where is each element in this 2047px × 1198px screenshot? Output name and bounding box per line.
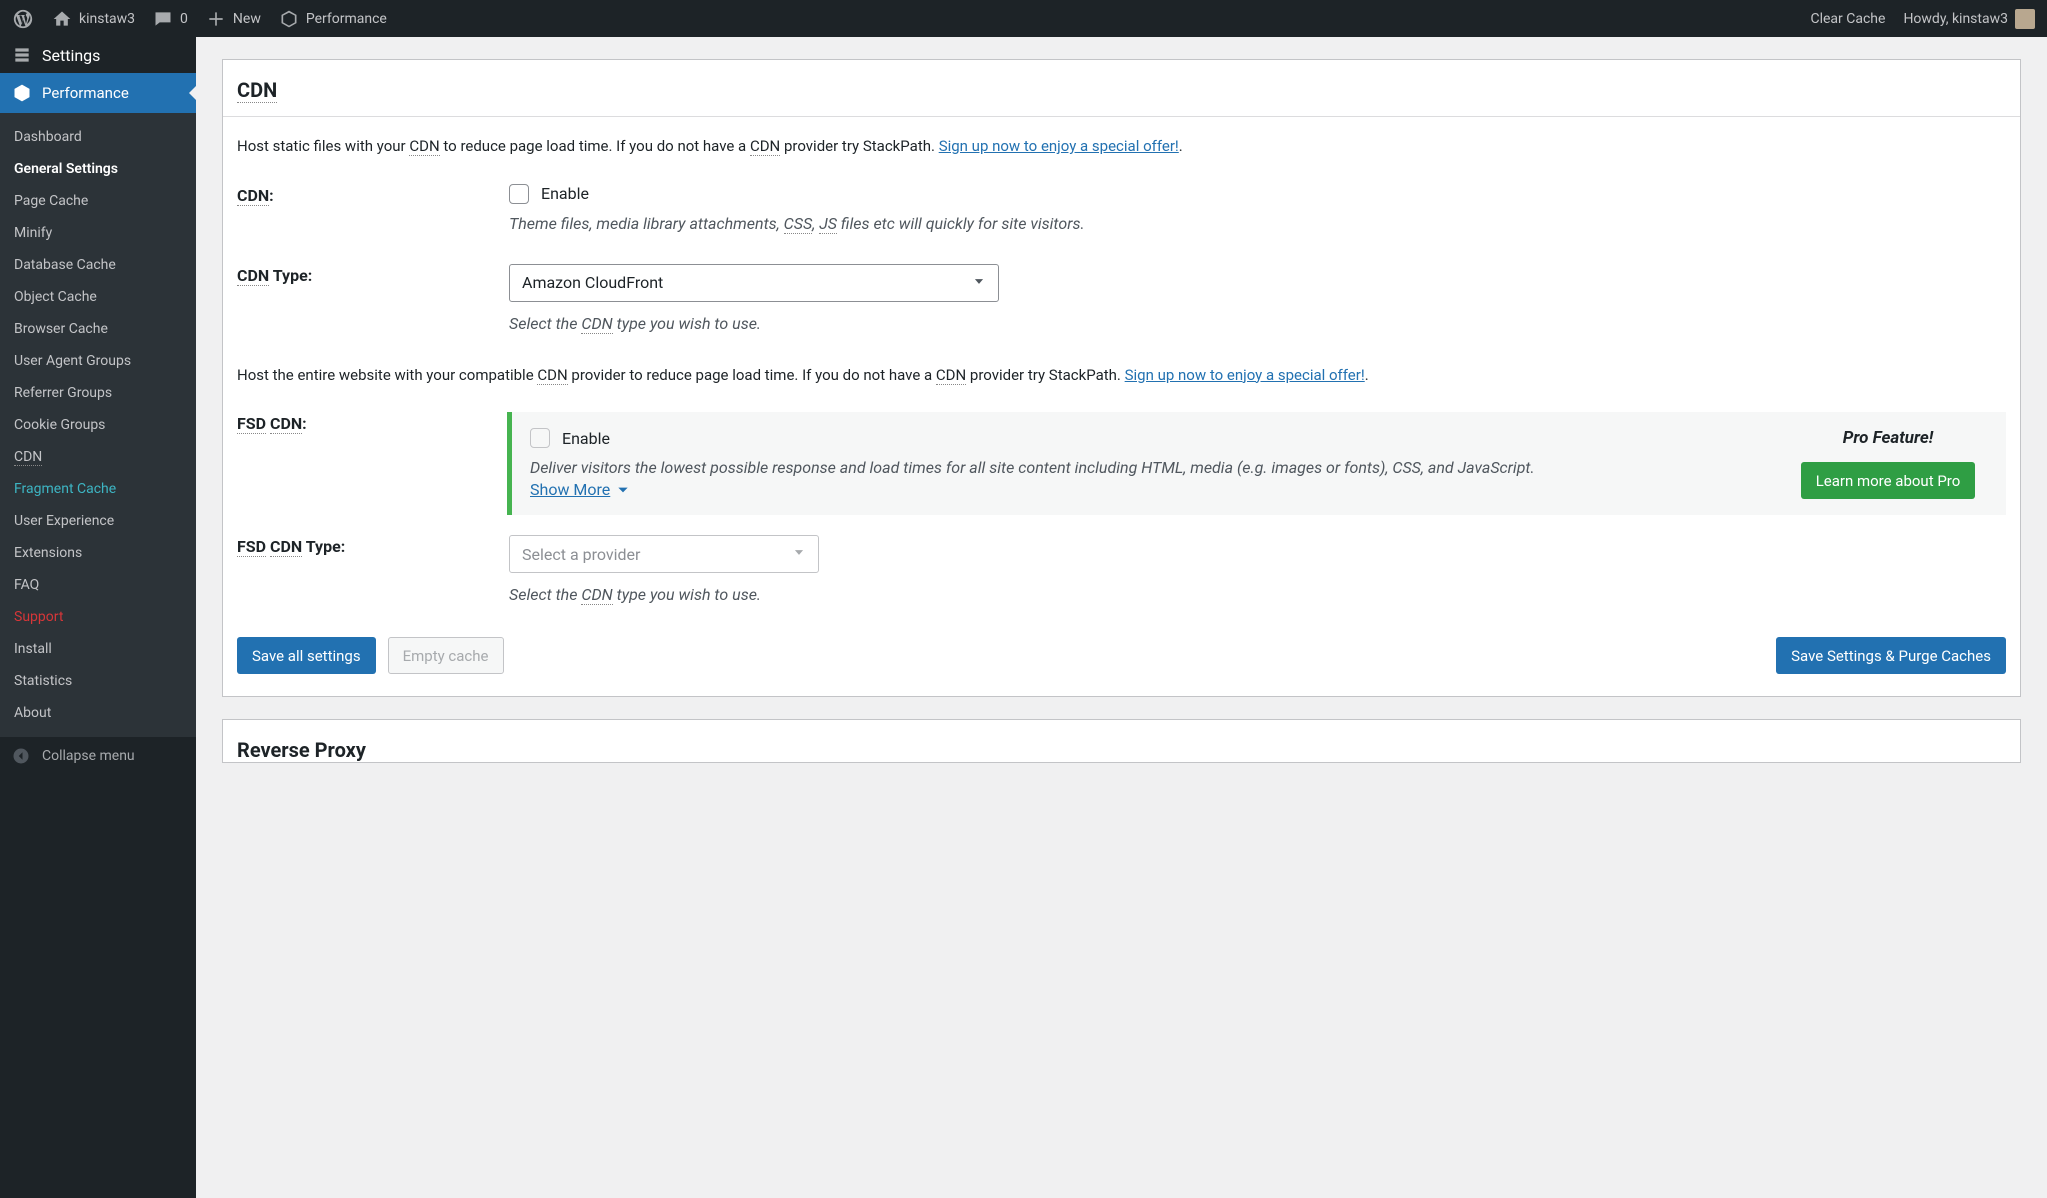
admin-bar: kinstaw3 0 New Performance Clear Cache H… — [0, 0, 2047, 37]
learn-pro-button[interactable]: Learn more about Pro — [1801, 462, 1976, 499]
pro-feature-box: Enable Deliver visitors the lowest possi… — [507, 412, 2006, 515]
account-menu[interactable]: Howdy, kinstaw3 — [1903, 9, 2035, 29]
submenu: DashboardGeneral SettingsPage CacheMinif… — [0, 113, 196, 737]
performance-label: Performance — [306, 11, 387, 27]
cdn-intro: Host static files with your CDN to reduc… — [237, 135, 2006, 158]
cdn-panel: CDN Host static files with your CDN to r… — [222, 59, 2021, 697]
sidebar-active-label: Performance — [42, 84, 129, 102]
pro-feature-badge: Pro Feature! — [1788, 428, 1988, 448]
clear-cache[interactable]: Clear Cache — [1810, 11, 1885, 27]
reverse-proxy-panel: Reverse Proxy — [222, 719, 2021, 763]
comment-icon — [153, 9, 173, 29]
fsd-type-label: FSD CDN Type: — [237, 535, 509, 607]
performance-icon — [12, 83, 32, 103]
new-content[interactable]: New — [206, 9, 261, 29]
submenu-item-13[interactable]: Extensions — [0, 537, 196, 569]
empty-cache-button[interactable]: Empty cache — [388, 637, 504, 674]
fsd-cdn-label: FSD CDN: — [237, 412, 509, 515]
wordpress-icon — [12, 8, 34, 30]
submenu-item-3[interactable]: Minify — [0, 217, 196, 249]
chevron-down-icon — [616, 485, 630, 495]
submenu-item-8[interactable]: Referrer Groups — [0, 377, 196, 409]
submenu-item-10[interactable]: CDN — [0, 441, 196, 473]
enable-label: Enable — [541, 184, 589, 203]
submenu-item-1[interactable]: General Settings — [0, 153, 196, 185]
fsd-type-help: Select the CDN type you wish to use. — [509, 583, 2006, 607]
admin-sidebar: Settings Performance DashboardGeneral Se… — [0, 37, 196, 1198]
submenu-item-5[interactable]: Object Cache — [0, 281, 196, 313]
reverse-proxy-title: Reverse Proxy — [237, 738, 2006, 762]
submenu-item-16[interactable]: Install — [0, 633, 196, 665]
submenu-item-2[interactable]: Page Cache — [0, 185, 196, 217]
home-icon — [52, 9, 72, 29]
submenu-item-7[interactable]: User Agent Groups — [0, 345, 196, 377]
collapse-icon — [12, 747, 30, 765]
submenu-item-9[interactable]: Cookie Groups — [0, 409, 196, 441]
show-more-link[interactable]: Show More — [530, 480, 630, 499]
submenu-item-4[interactable]: Database Cache — [0, 249, 196, 281]
cdn-type-value: Amazon CloudFront — [522, 273, 663, 292]
submenu-item-17[interactable]: Statistics — [0, 665, 196, 697]
submenu-item-11[interactable]: Fragment Cache — [0, 473, 196, 505]
fsd-enable-checkbox — [530, 428, 550, 448]
cdn-enable-checkbox[interactable] — [509, 184, 529, 204]
fsd-help: Deliver visitors the lowest possible res… — [530, 456, 1758, 480]
chevron-down-icon — [792, 545, 806, 564]
panel-heading: CDN — [223, 60, 2020, 117]
fsd-enable-label: Enable — [562, 429, 610, 448]
site-name: kinstaw3 — [79, 11, 135, 27]
sidebar-active[interactable]: Performance — [0, 73, 196, 113]
submenu-item-18[interactable]: About — [0, 697, 196, 729]
panel-title: CDN — [237, 78, 277, 103]
comments-link[interactable]: 0 — [153, 9, 188, 29]
settings-icon — [12, 45, 32, 65]
submenu-item-0[interactable]: Dashboard — [0, 121, 196, 153]
collapse-label: Collapse menu — [42, 748, 135, 764]
fsd-type-placeholder: Select a provider — [522, 545, 640, 564]
submenu-item-14[interactable]: FAQ — [0, 569, 196, 601]
site-home[interactable]: kinstaw3 — [52, 9, 135, 29]
signup-link-1[interactable]: Sign up now to enjoy a special offer! — [939, 137, 1179, 155]
fsd-intro: Host the entire website with your compat… — [237, 364, 2006, 387]
plus-icon — [206, 9, 226, 29]
howdy-text: Howdy, kinstaw3 — [1903, 11, 2008, 27]
avatar — [2015, 9, 2035, 29]
cdn-type-help: Select the CDN type you wish to use. — [509, 312, 2006, 336]
comment-count: 0 — [180, 11, 188, 27]
cdn-enable-help: Theme files, media library attachments, … — [509, 212, 2006, 236]
performance-bar[interactable]: Performance — [279, 9, 387, 29]
submenu-item-6[interactable]: Browser Cache — [0, 313, 196, 345]
cube-icon — [279, 9, 299, 29]
wp-logo[interactable] — [12, 8, 34, 30]
submenu-item-15[interactable]: Support — [0, 601, 196, 633]
cdn-enable-label: CDN: — [237, 184, 509, 236]
save-all-button[interactable]: Save all settings — [237, 637, 376, 674]
sidebar-header-label: Settings — [42, 46, 100, 65]
submenu-item-12[interactable]: User Experience — [0, 505, 196, 537]
save-purge-button[interactable]: Save Settings & Purge Caches — [1776, 637, 2006, 674]
main-content: CDN Host static files with your CDN to r… — [196, 37, 2047, 1198]
fsd-type-select: Select a provider — [509, 535, 819, 573]
new-label: New — [233, 11, 261, 27]
chevron-down-icon — [972, 273, 986, 292]
cdn-type-select[interactable]: Amazon CloudFront — [509, 264, 999, 302]
sidebar-settings[interactable]: Settings — [0, 37, 196, 73]
signup-link-2[interactable]: Sign up now to enjoy a special offer! — [1125, 366, 1365, 384]
cdn-type-label: CDN Type: — [237, 264, 509, 336]
collapse-menu[interactable]: Collapse menu — [0, 737, 196, 775]
